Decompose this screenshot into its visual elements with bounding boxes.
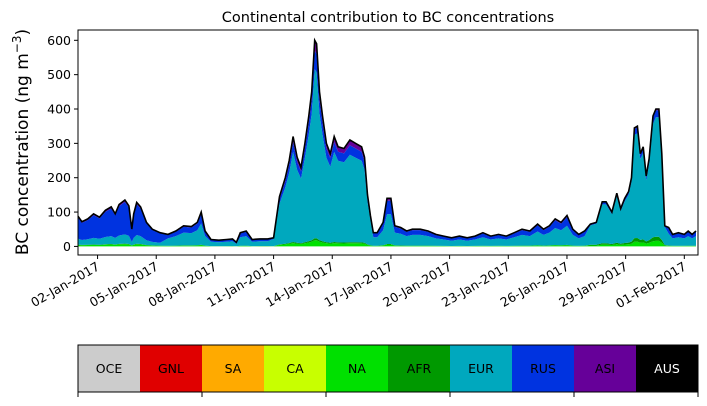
area-series-eur	[78, 69, 696, 247]
legend-swatch-gnl	[140, 345, 203, 392]
legend-swatch-oce	[78, 345, 141, 392]
legend-label: RUS	[530, 361, 556, 376]
y-axis-label-main: BC concentration (ng m	[13, 53, 33, 255]
svg-text:BC concentration (ng m−3): BC concentration (ng m−3)	[10, 29, 33, 255]
legend-label: OCE	[96, 361, 123, 376]
legend-label: AUS	[654, 361, 680, 376]
y-axis-ticks: 0 100 200 300 400 500 600	[47, 33, 78, 254]
chart-title: Continental contribution to BC concentra…	[222, 10, 554, 26]
legend-label: EUR	[468, 361, 494, 376]
legend-swatch-aus	[636, 345, 699, 392]
area-series-afr	[78, 236, 696, 247]
area-series-na	[78, 240, 696, 247]
legend-frame	[77, 344, 699, 393]
x-axis-ticks: 02-Jan-201705-Jan-201708-Jan-201711-Jan-…	[28, 255, 689, 311]
total-concentration-line	[77, 37, 697, 244]
y-tick-label: 400	[47, 102, 71, 117]
plot-frame	[77, 29, 699, 256]
legend-swatch-rus	[512, 345, 575, 392]
legend-label: CA	[286, 361, 304, 376]
y-tick-label: 500	[47, 67, 71, 82]
legend-label: AFR	[407, 361, 432, 376]
legend-label: ASI	[595, 361, 615, 376]
y-tick-label: 0	[63, 239, 71, 254]
plot-area	[77, 37, 697, 247]
legend-swatch-asi	[574, 345, 637, 392]
y-axis-label-sup: −3	[10, 35, 24, 53]
y-tick-label: 200	[47, 170, 71, 185]
y-axis-label: BC concentration (ng m−3)	[10, 29, 33, 255]
legend-label: GNL	[158, 361, 184, 376]
y-tick-label: 100	[47, 205, 71, 220]
legend-swatch-afr	[388, 345, 451, 392]
legend-swatch-eur	[450, 345, 513, 392]
legend-swatch-ca	[264, 345, 327, 392]
y-tick-label: 300	[47, 136, 71, 151]
legend-label: NA	[348, 361, 366, 376]
legend-colorbar: OCE GNL SA CA NA AFR EUR RUS ASI AUS	[77, 344, 699, 397]
y-axis-label-tail: )	[13, 29, 33, 36]
legend-label: SA	[225, 361, 242, 376]
legend-swatch-na	[326, 345, 389, 392]
legend-swatch-sa	[202, 345, 265, 392]
y-tick-label: 600	[47, 33, 71, 48]
area-series-rus	[78, 50, 696, 244]
